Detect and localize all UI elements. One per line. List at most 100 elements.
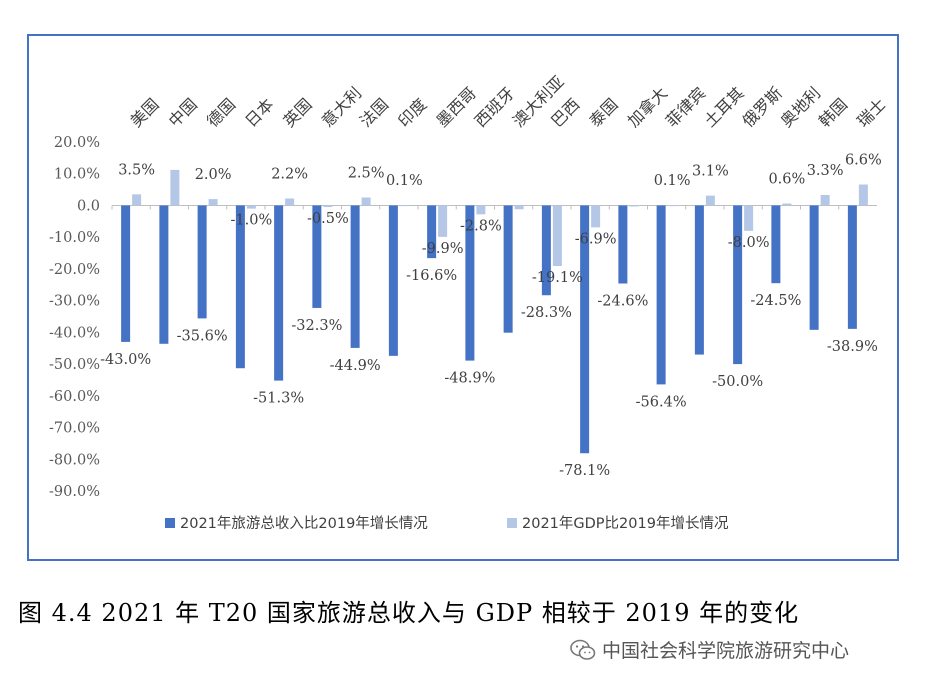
revenue-data-label: -78.1% — [559, 463, 610, 479]
gdp-data-label: 3.5% — [118, 162, 155, 178]
gdp-growth-bar — [361, 197, 371, 206]
gdp-growth-bar — [820, 194, 830, 206]
legend-label-gdp: 2021年GDP比2019年增长情况 — [522, 515, 729, 532]
gdp-growth-bar — [208, 199, 218, 206]
legend-label-revenue: 2021年旅游总收入比2019年增长情况 — [180, 515, 428, 532]
legend-swatch-gdp — [507, 518, 517, 528]
gdp-growth-bar — [591, 205, 601, 228]
gdp-data-label: 0.6% — [768, 172, 805, 188]
revenue-data-label: -38.9% — [827, 339, 878, 355]
category-label: 日本 — [241, 95, 277, 131]
revenue-data-label: -16.6% — [406, 268, 457, 284]
y-tick-label: -70.0% — [49, 421, 100, 437]
gdp-growth-bar — [285, 198, 295, 206]
category-label: 奥地利 — [777, 83, 824, 130]
watermark: 中国社会科学院旅游研究中心 — [570, 636, 849, 663]
revenue-data-label: -48.9% — [444, 371, 495, 387]
tourism-revenue-bar — [274, 205, 284, 381]
revenue-data-label: -24.6% — [597, 294, 648, 310]
gdp-data-label: 0.1% — [386, 173, 423, 189]
gdp-data-label: -0.5% — [307, 211, 349, 227]
gdp-growth-bar — [629, 205, 639, 207]
category-label: 土耳其 — [700, 83, 747, 130]
tourism-revenue-bar — [465, 205, 475, 361]
y-tick-label: -40.0% — [49, 325, 100, 341]
y-tick-label: 10.0% — [54, 167, 100, 183]
category-label: 加拿大 — [624, 83, 671, 130]
gdp-growth-bar — [170, 169, 180, 206]
category-label: 泰国 — [586, 95, 622, 131]
tourism-revenue-bar — [541, 205, 551, 296]
tourism-revenue-bar — [503, 205, 513, 333]
gdp-data-label: 0.1% — [654, 173, 691, 189]
tourism-revenue-bar — [350, 205, 360, 348]
gdp-data-label: 2.5% — [348, 166, 385, 182]
gdp-growth-bar — [132, 194, 142, 206]
category-label: 德国 — [203, 95, 239, 131]
tourism-revenue-bar — [580, 205, 590, 454]
tourism-revenue-bar — [733, 205, 743, 365]
tourism-revenue-bar — [388, 205, 398, 356]
category-label: 墨西哥 — [433, 83, 480, 130]
category-label: 中国 — [165, 95, 201, 131]
gdp-data-label: -8.0% — [728, 235, 770, 251]
gdp-data-label: 2.2% — [271, 166, 308, 182]
gdp-growth-bar — [438, 205, 448, 237]
category-label: 瑞士 — [853, 95, 889, 131]
gdp-data-label: 3.3% — [807, 163, 844, 179]
gdp-growth-bar — [476, 205, 486, 215]
gdp-growth-bar — [705, 195, 715, 206]
gdp-data-label: -9.9% — [422, 241, 464, 257]
legend-swatch-revenue — [165, 518, 175, 528]
figure-caption: 图 4.4 2021 年 T20 国家旅游总收入与 GDP 相较于 2019 年… — [18, 599, 800, 627]
chart-frame: 20.0% 10.0% 0.0 -10.0% -20.0% -30.0% -40.0% -50… — [27, 34, 899, 561]
watermark-text: 中国社会科学院旅游研究中心 — [602, 640, 850, 662]
tourism-revenue-bar — [694, 205, 704, 355]
y-tick-label: -10.0% — [49, 230, 100, 246]
tourism-revenue-bar — [235, 205, 245, 369]
tourism-revenue-bar — [427, 205, 437, 259]
tourism-revenue-bar — [312, 205, 322, 308]
y-tick-label: -50.0% — [49, 357, 100, 373]
y-tick-label: -90.0% — [49, 484, 100, 500]
tourism-revenue-bar — [656, 205, 666, 385]
tourism-revenue-bar — [809, 205, 819, 330]
gdp-growth-bar — [858, 184, 868, 206]
category-label: 俄罗斯 — [739, 83, 786, 130]
category-label: 美国 — [127, 95, 163, 131]
category-label: 意大利 — [318, 83, 365, 130]
category-label: 印度 — [394, 95, 430, 131]
gdp-growth-bar — [399, 205, 409, 207]
bar-chart: 20.0% 10.0% 0.0 -10.0% -20.0% -30.0% -40.0% -50… — [49, 72, 889, 532]
tourism-revenue-bar — [197, 205, 207, 319]
tourism-revenue-bar — [159, 205, 169, 344]
gdp-growth-bar — [246, 205, 256, 209]
y-tick-label: -80.0% — [49, 452, 100, 468]
gdp-data-label: -6.9% — [575, 231, 617, 247]
revenue-data-label: -43.0% — [100, 352, 151, 368]
gdp-data-label: -1.0% — [231, 213, 273, 229]
gdp-growth-bar — [323, 205, 333, 208]
gdp-data-label: -2.8% — [460, 218, 502, 234]
gdp-growth-bar — [552, 205, 562, 267]
category-label: 菲律宾 — [662, 83, 709, 130]
tourism-revenue-bar — [847, 205, 857, 329]
y-tick-label: -30.0% — [49, 294, 100, 310]
tourism-revenue-bar — [771, 205, 781, 284]
y-tick-label: 0.0 — [77, 198, 100, 214]
revenue-data-label: -32.3% — [291, 318, 342, 334]
tourism-revenue-bar — [121, 205, 131, 342]
wechat-icon — [570, 639, 596, 660]
category-label: 西班牙 — [471, 83, 518, 130]
gdp-data-label: 6.6% — [845, 153, 882, 169]
tourism-revenue-bar — [618, 205, 628, 284]
revenue-data-label: -50.0% — [712, 374, 763, 390]
y-tick-label: 20.0% — [54, 135, 100, 151]
revenue-data-label: -44.9% — [330, 358, 381, 374]
revenue-data-label: -28.3% — [521, 305, 572, 321]
y-tick-label: -20.0% — [49, 262, 100, 278]
gdp-growth-bar — [744, 205, 754, 231]
gdp-data-label: -19.1% — [532, 270, 583, 286]
category-label: 英国 — [280, 95, 316, 131]
y-tick-label: -60.0% — [49, 389, 100, 405]
